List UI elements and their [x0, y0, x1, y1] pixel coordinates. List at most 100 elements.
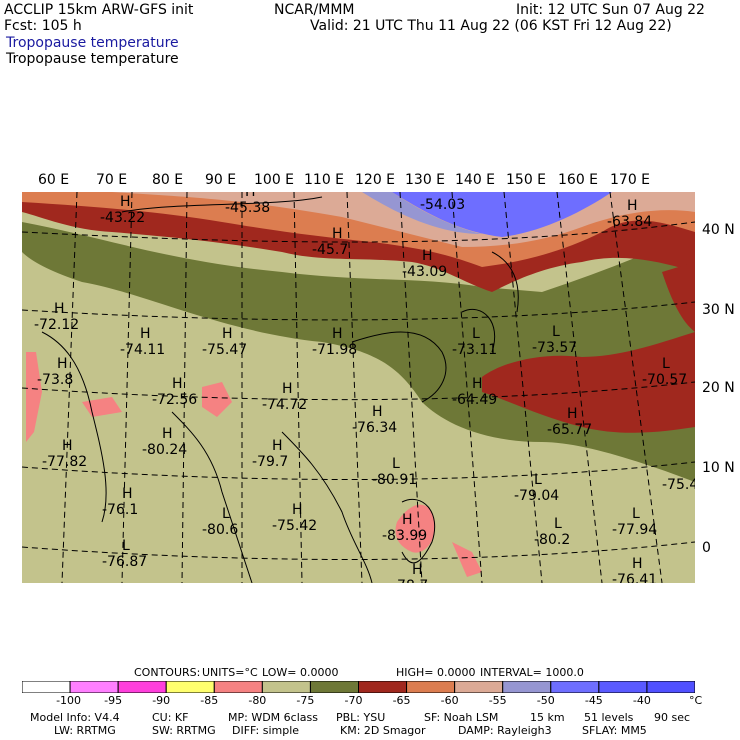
- map-value: -43.22: [100, 210, 145, 226]
- map-value: -70.57: [642, 372, 687, 388]
- map-value: -74.72: [262, 397, 307, 413]
- colorbar-swatch: [455, 681, 503, 693]
- map-extreme-marker: H: [54, 301, 65, 317]
- lon-label: 100 E: [254, 172, 294, 188]
- colorbar-swatch: [118, 681, 166, 693]
- colorbar-swatch: [166, 681, 214, 693]
- org-label: NCAR/MMM: [274, 2, 355, 18]
- map-value: -63.84: [607, 214, 652, 230]
- map-extreme-marker: H: [332, 226, 343, 242]
- map-value: -45.7: [312, 242, 348, 258]
- colorbar-swatch: [551, 681, 599, 693]
- map-value: -79.04: [514, 488, 559, 504]
- contours-high: HIGH= 0.0000: [396, 667, 476, 679]
- model-info-item: DIFF: simple: [232, 725, 299, 737]
- colorbar-tick-label: -50: [537, 694, 555, 707]
- map-extreme-marker: H: [632, 556, 643, 572]
- map-value: -73.57: [532, 340, 577, 356]
- lat-label: 0: [702, 540, 711, 556]
- map-extreme-marker: H: [472, 376, 483, 392]
- colorbar-tick-label: -85: [200, 694, 218, 707]
- map-value: -72.56: [152, 392, 197, 408]
- map-value: -75.42: [272, 518, 317, 534]
- map-extreme-marker: H: [222, 326, 233, 342]
- model-info-item: 51 levels: [584, 712, 633, 724]
- map-extreme-marker: H: [245, 192, 256, 200]
- lat-label: 40 N: [702, 222, 735, 238]
- map-extreme-marker: H: [372, 404, 383, 420]
- colorbar-swatch: [407, 681, 455, 693]
- model-info-item: PBL: YSU: [336, 712, 385, 724]
- lat-label: 20 N: [702, 380, 735, 396]
- map-value: -43.09: [402, 264, 447, 280]
- map-extreme-marker: L: [662, 356, 670, 372]
- map-value: -76.41: [612, 572, 657, 583]
- colorbar-swatch: [599, 681, 647, 693]
- map-extreme-marker: H: [292, 502, 303, 518]
- map-value: -77.94: [612, 522, 657, 538]
- map-value: -75.47: [202, 342, 247, 358]
- model-info-item: LW: RRTMG: [54, 725, 116, 737]
- lon-label: 120 E: [355, 172, 395, 188]
- map-extreme-marker: L: [554, 516, 562, 532]
- colorbar-tick-label: -60: [441, 694, 459, 707]
- map-value: -54.03: [420, 197, 465, 213]
- map-extreme-marker: H: [120, 194, 131, 210]
- map-extreme-marker: H: [567, 406, 578, 422]
- field-title-colorfill: Tropopause temperature: [6, 35, 179, 51]
- model-title: ACCLIP 15km ARW-GFS init: [4, 2, 193, 18]
- map-value: -83.99: [382, 528, 427, 544]
- colorbar-tick-label: -100: [56, 694, 81, 707]
- colorbar-swatch: [214, 681, 262, 693]
- model-info-item: Model Info: V4.4: [30, 712, 120, 724]
- init-time: Init: 12 UTC Sun 07 Aug 22: [516, 2, 705, 18]
- colorbar-tick-label: -55: [489, 694, 507, 707]
- model-info-item: CU: KF: [152, 712, 188, 724]
- colorbar-tick-label: -95: [104, 694, 122, 707]
- lon-label: 150 E: [506, 172, 546, 188]
- model-info-item: SFLAY: MM5: [582, 725, 647, 737]
- tropopause-map: H-43.22H-45.38 -54.03 H-63.84H-45.7 H-43.09…: [22, 192, 695, 583]
- lon-label: 110 E: [304, 172, 344, 188]
- map-value: -73.8: [37, 372, 73, 388]
- map-extreme-marker: H: [332, 326, 343, 342]
- model-info-item: DAMP: Rayleigh3: [458, 725, 552, 737]
- map-extreme-marker: H: [122, 486, 133, 502]
- map-extreme-marker: H: [627, 198, 638, 214]
- map-extreme-marker: L: [472, 326, 480, 342]
- colorbar-tick-label: -40: [633, 694, 651, 707]
- lat-label: 10 N: [702, 460, 735, 476]
- map-extreme-marker: H: [412, 562, 423, 578]
- model-info-item: 90 sec: [654, 712, 690, 724]
- map-extreme-marker: H: [57, 356, 68, 372]
- colorbar-swatch: [262, 681, 310, 693]
- map-value: -80.2: [534, 532, 570, 548]
- lon-label: 140 E: [455, 172, 495, 188]
- map-value: -74.11: [120, 342, 165, 358]
- contours-label: CONTOURS:: [134, 667, 200, 679]
- lon-label: 60 E: [38, 172, 69, 188]
- colorbar-tick-label: -90: [152, 694, 170, 707]
- map-value: -75.4: [662, 477, 695, 493]
- model-info-item: SW: RRTMG: [152, 725, 216, 737]
- map-value: -76.34: [352, 420, 397, 436]
- map-extreme-marker: L: [222, 506, 230, 522]
- map-extreme-marker: L: [632, 506, 640, 522]
- map-value: -80.24: [142, 442, 187, 458]
- colorbar-tick-label: -45: [585, 694, 603, 707]
- map-extreme-marker: H: [172, 376, 183, 392]
- map-extreme-marker: H: [402, 512, 413, 528]
- contours-interval: INTERVAL= 1000.0: [480, 667, 584, 679]
- map-value: -80.6: [202, 522, 238, 538]
- map-extreme-marker: L: [534, 472, 542, 488]
- contours-units: UNITS=°C: [202, 667, 258, 679]
- lon-label: 170 E: [610, 172, 650, 188]
- map-value: -79.7: [252, 454, 288, 470]
- lon-label: 160 E: [558, 172, 598, 188]
- forecast-hour: Fcst: 105 h: [4, 18, 82, 34]
- colorbar-swatch: [359, 681, 407, 693]
- model-info-item: KM: 2D Smagor: [340, 725, 426, 737]
- model-info-item: 15 km: [530, 712, 565, 724]
- map-extreme-marker: H: [62, 438, 73, 454]
- lon-label: 80 E: [152, 172, 183, 188]
